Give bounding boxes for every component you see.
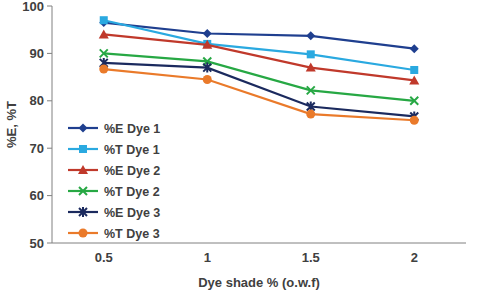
y-tick — [47, 53, 52, 54]
plot-area — [99, 16, 420, 125]
legend-marker — [79, 207, 87, 217]
y-tick-label: 70 — [30, 141, 44, 156]
data-point — [203, 29, 212, 38]
legend-marker — [79, 187, 87, 195]
y-axis — [52, 6, 53, 243]
legend-marker — [79, 145, 87, 153]
y-tick — [47, 243, 52, 244]
data-point — [202, 40, 212, 49]
data-point — [307, 86, 315, 94]
chart-container: 50 60 70 80 90 100 0.5 1 1.5 2 Dye shade % (o.w.f)… — [0, 0, 479, 295]
data-point — [410, 97, 418, 105]
legend-label: %T Dye 1 — [104, 143, 160, 157]
x-axis-title: Dye shade % (o.w.f) — [198, 275, 320, 290]
series-line — [104, 20, 415, 70]
legend-label: %T Dye 3 — [104, 227, 160, 241]
y-tick — [47, 195, 52, 196]
y-tick — [47, 100, 52, 101]
y-axis-title: %E, %T — [4, 101, 19, 148]
chart: 50 60 70 80 90 100 0.5 1 1.5 2 Dye shade % (o.w.f)… — [0, 0, 479, 295]
data-point — [99, 65, 108, 74]
series-line — [104, 23, 415, 49]
y-tick-label: 80 — [30, 93, 44, 108]
y-tick-label: 50 — [30, 236, 44, 251]
legend-label: %E Dye 3 — [104, 206, 160, 220]
data-point — [203, 63, 211, 73]
series-line — [104, 63, 415, 117]
y-tick — [47, 148, 52, 149]
legend-marker — [79, 229, 88, 238]
data-point — [306, 63, 316, 72]
data-point — [306, 110, 315, 119]
data-point — [307, 50, 315, 58]
legend-label: %T Dye 2 — [104, 185, 160, 199]
y-tick-label: 100 — [22, 0, 44, 14]
legend-marker — [79, 124, 88, 133]
legend: %E Dye 1 %T Dye 1 %E Dye 2 %T Dye 2 %E Dye 3… — [68, 122, 160, 241]
data-point — [100, 49, 108, 57]
y-tick-label: 90 — [30, 46, 44, 61]
y-tick-label: 60 — [30, 188, 44, 203]
data-point — [306, 31, 315, 40]
data-point — [100, 16, 108, 24]
data-point — [409, 75, 419, 84]
data-point — [410, 116, 419, 125]
x-tick-label: 1 — [204, 250, 211, 265]
data-point — [410, 44, 419, 53]
y-tick — [47, 6, 52, 7]
x-axis — [52, 243, 466, 244]
legend-label: %E Dye 2 — [104, 164, 160, 178]
data-point — [99, 29, 109, 38]
data-point — [203, 75, 212, 84]
x-tick-label: 0.5 — [95, 250, 113, 265]
legend-label: %E Dye 1 — [104, 122, 160, 136]
x-tick-label: 1.5 — [302, 250, 320, 265]
series-line — [104, 69, 415, 120]
x-tick-label: 2 — [411, 250, 418, 265]
series-line — [104, 53, 415, 100]
data-point — [410, 66, 418, 74]
legend-marker — [78, 165, 88, 174]
